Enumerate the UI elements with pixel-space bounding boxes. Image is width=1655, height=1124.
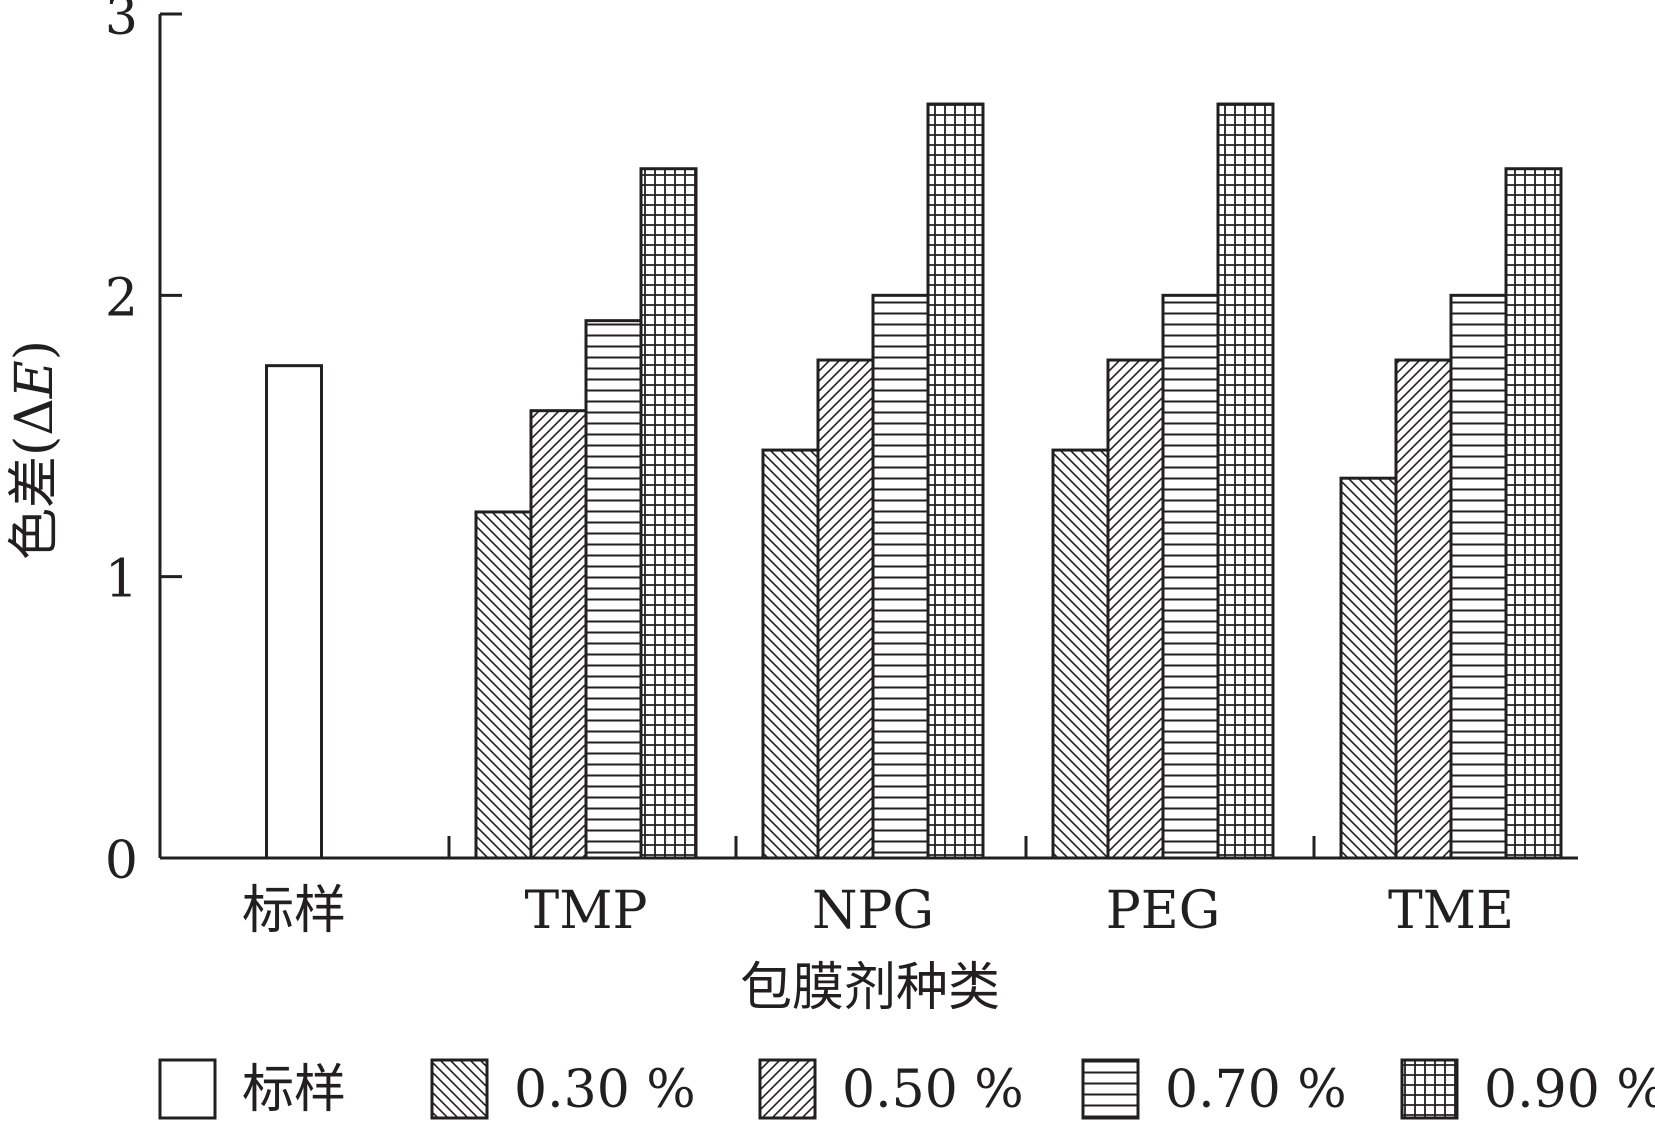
y-tick-label: 0 — [105, 831, 138, 891]
x-tick-label: PEG — [1106, 881, 1221, 941]
bar-TMP-0.30% — [474, 510, 533, 860]
legend-swatch — [1400, 1058, 1459, 1120]
y-axis-title: 色差(ΔE) — [5, 340, 65, 560]
bar-TMP-0.90% — [639, 167, 698, 860]
bar-PEG-0.90% — [1216, 102, 1275, 860]
x-tick-label: TMP — [525, 881, 648, 941]
y-tick-label: 2 — [105, 268, 138, 328]
legend-swatch — [430, 1058, 489, 1120]
y-axis-title-suffix: ) — [5, 340, 65, 360]
bar-PEG-0.50% — [1106, 358, 1165, 860]
bars-layer — [265, 102, 1563, 860]
bar-TMP-0.70% — [584, 319, 643, 860]
legend-swatch — [1081, 1058, 1140, 1120]
y-axis-title-prefix: 色差(Δ — [5, 398, 65, 560]
bar-PEG-0.70% — [1161, 293, 1220, 860]
y-tick-label: 1 — [105, 550, 138, 610]
legend-label: 0.50 % — [842, 1060, 1024, 1120]
bar-TME-0.70% — [1449, 293, 1508, 860]
legend-label: 标样 — [242, 1060, 346, 1120]
bar-NPG-0.50% — [816, 358, 875, 860]
y-tick-label: 3 — [105, 0, 138, 47]
bar-NPG-0.90% — [926, 102, 985, 860]
bar-TME-0.50% — [1394, 358, 1453, 860]
bar-标样-标样 — [265, 364, 323, 860]
x-axis-title: 包膜剂种类 — [740, 958, 1000, 1018]
bar-TME-0.30% — [1339, 476, 1398, 860]
legend-label: 0.30 % — [514, 1060, 696, 1120]
bar-NPG-0.70% — [871, 293, 930, 860]
bar-PEG-0.30% — [1051, 448, 1110, 860]
bar-TMP-0.50% — [529, 409, 588, 860]
x-tick-label: NPG — [812, 881, 934, 941]
bar-NPG-0.30% — [761, 448, 820, 860]
legend-label: 0.90 % — [1484, 1060, 1655, 1120]
bar-TME-0.90% — [1504, 167, 1563, 860]
y-axis-title-variable: E — [5, 360, 65, 399]
axes-layer: 0 1 2 3 标样 TMP NPG PEG TME — [105, 0, 1578, 941]
legend-swatch — [158, 1058, 217, 1120]
x-tick-label: 标样 — [242, 881, 346, 941]
x-tick-label: TME — [1388, 881, 1514, 941]
legend-swatch — [758, 1058, 817, 1120]
legend: 标样 0.30 % 0.50 % 0.70 % 0.90 % — [158, 1058, 1655, 1120]
legend-label: 0.70 % — [1165, 1060, 1347, 1120]
